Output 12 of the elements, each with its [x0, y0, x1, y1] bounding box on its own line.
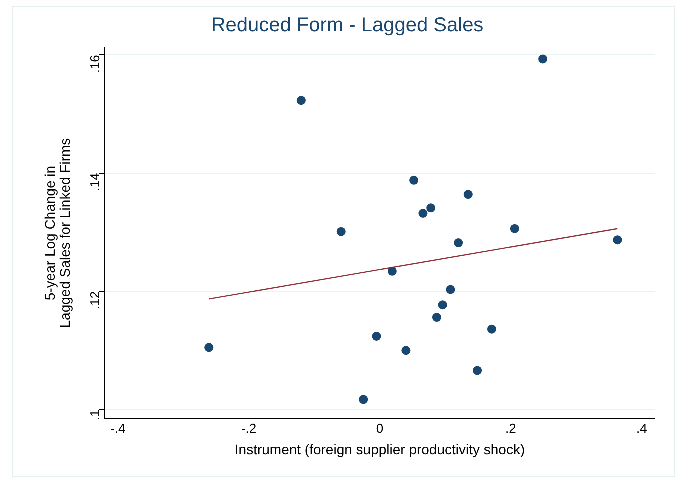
y-tick-label: .14 [88, 173, 103, 192]
y-tick-label: .1 [88, 410, 103, 421]
chart-title: Reduced Form - Lagged Sales [211, 14, 484, 37]
y-tick-label: .12 [88, 292, 103, 310]
x-tick-label: -.2 [241, 420, 257, 436]
x-axis-title: Instrument (foreign supplier productivity shock) [234, 441, 526, 458]
x-tick-label: .4 [636, 420, 648, 436]
x-tick-label: -.4 [110, 420, 126, 436]
x-tick-label: 0 [376, 420, 384, 436]
y-tick-label: .16 [88, 55, 103, 74]
x-tick-label: .2 [506, 420, 516, 436]
y-axis-title: 5-year Log Change in Lagged Sales for Linked Firms [42, 138, 73, 328]
